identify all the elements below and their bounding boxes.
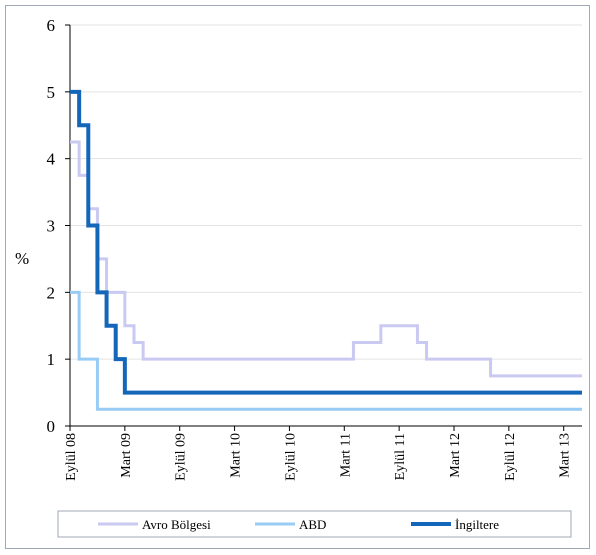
x-tick-label: Mart 10 [229, 433, 244, 478]
grid-lines [70, 24, 582, 360]
x-tick-label: Eylül 11 [393, 433, 408, 480]
axes [65, 24, 582, 431]
legend-label-2: İngiltere [455, 517, 499, 532]
x-tick-label: Eylül 09 [174, 433, 189, 481]
y-tick-label: 5 [47, 83, 56, 102]
x-tick-label: Mart 09 [119, 433, 134, 478]
legend-box [57, 510, 572, 538]
y-tick-labels: 0 1 2 3 4 5 6 [47, 16, 56, 436]
y-tick-label: 6 [47, 16, 56, 35]
x-tick-label: Eylül 10 [283, 433, 298, 481]
x-tick-label: Mart 13 [558, 433, 573, 478]
y-tick-label: 4 [47, 150, 56, 169]
y-axis-label: % [15, 249, 29, 268]
series-line-2 [70, 89, 582, 395]
x-tick-label: Eylül 12 [503, 433, 518, 481]
legend-label-1: ABD [299, 517, 326, 532]
x-tick-label: Eylül 08 [64, 433, 79, 481]
x-tick-label: Mart 12 [448, 433, 463, 478]
y-tick-label: 2 [47, 283, 56, 302]
y-tick-label: 3 [47, 217, 56, 236]
x-tick-labels: Eylül 08 Mart 09 Eylül 09 Mart 10 Eylül 10 Ma… [64, 433, 573, 481]
x-tick-label: Mart 11 [338, 433, 353, 477]
legend: Avro Bölgesi ABD İngiltere [57, 510, 572, 538]
series-lines [70, 89, 582, 411]
y-tick-label: 0 [47, 417, 56, 436]
legend-label-0: Avro Bölgesi [142, 517, 211, 532]
y-tick-label: 1 [47, 350, 56, 369]
series-line-1 [70, 290, 582, 411]
series-line-0 [70, 140, 582, 378]
